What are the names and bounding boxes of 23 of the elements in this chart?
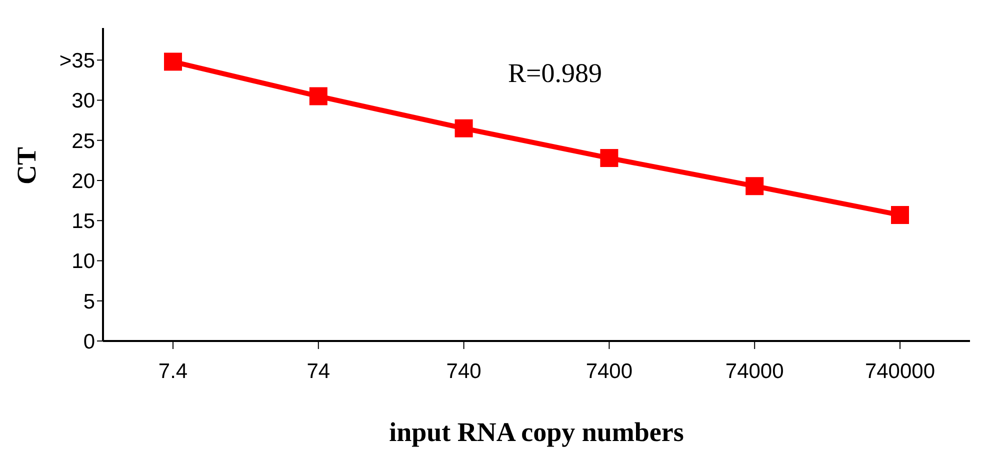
x-tick-label: 740 (446, 360, 482, 383)
x-axis-title: input RNA copy numbers (389, 417, 684, 447)
y-tick-label: 0 (83, 330, 95, 354)
point (600, 149, 618, 168)
x-tick-label: 7.4 (158, 360, 188, 383)
y-axis-title: CT (12, 146, 42, 184)
x-tick-label: 740000 (864, 360, 936, 383)
point (454, 119, 473, 138)
y-tick-label: 25 (72, 130, 95, 153)
x-tick-label: 74000 (725, 360, 784, 383)
y-tick-label: 15 (72, 210, 95, 234)
point (746, 177, 764, 196)
point (891, 206, 909, 224)
x-tick-label: 7400 (586, 360, 633, 383)
y-tick-label: 20 (72, 170, 95, 193)
y-tick-label: >35 (59, 50, 95, 73)
x-tick-label: 74 (306, 360, 330, 383)
y-tick-label: 5 (83, 290, 95, 314)
point (164, 52, 182, 71)
point (309, 87, 328, 106)
y-tick-label: 30 (72, 90, 95, 113)
annotation: R=0.989 (508, 58, 602, 89)
y-tick-label: 10 (72, 250, 95, 274)
